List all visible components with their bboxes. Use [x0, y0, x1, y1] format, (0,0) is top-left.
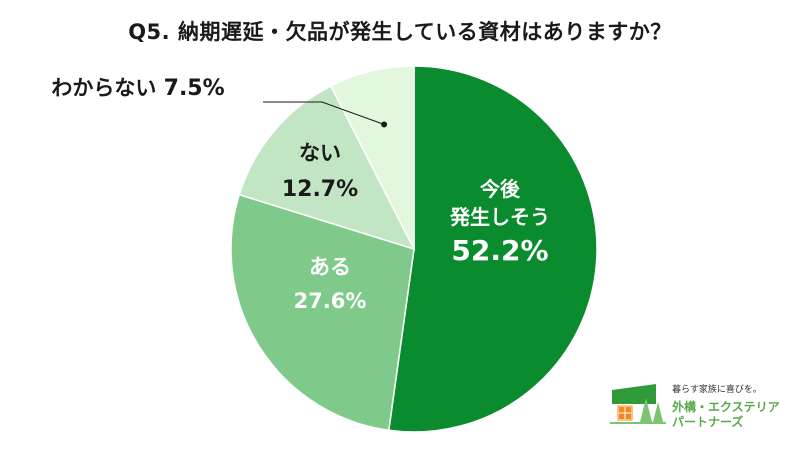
pie-slice-2: [238, 84, 416, 251]
slice-value-0: 52.2%: [451, 234, 548, 267]
slice-value-1: 27.6%: [294, 289, 367, 313]
house-tree-icon: [610, 384, 666, 424]
pie-slices: [230, 65, 598, 433]
logo-brand-line1: 外構・エクステリア: [672, 400, 780, 414]
slice-label-2-line-0: ない: [299, 141, 341, 165]
slice-label-0-line-1: 発生しそう: [449, 205, 550, 229]
logo-tagline: 暮らす家族に喜びを。: [672, 385, 762, 395]
pie-slice-3: [329, 65, 415, 250]
callout-dot: [381, 121, 388, 128]
pie-slice-1: [230, 193, 415, 432]
slice-value-2: 12.7%: [282, 177, 358, 202]
pie-slice-0: [387, 65, 598, 433]
callout-line: [263, 101, 385, 125]
logo-brand-line2: パートナーズ: [672, 415, 744, 429]
slice-label-0-line-0: 今後: [480, 177, 521, 201]
chart-title: Q5. 納期遅延・欠品が発生している資材はありますか？: [128, 20, 672, 44]
slice-label-1-line-0: ある: [309, 255, 351, 279]
brand-logo: 暮らす家族に喜びを。 外構・エクステリア パートナーズ: [610, 380, 795, 430]
slice-label-3: わからない 7.5%: [51, 76, 224, 101]
